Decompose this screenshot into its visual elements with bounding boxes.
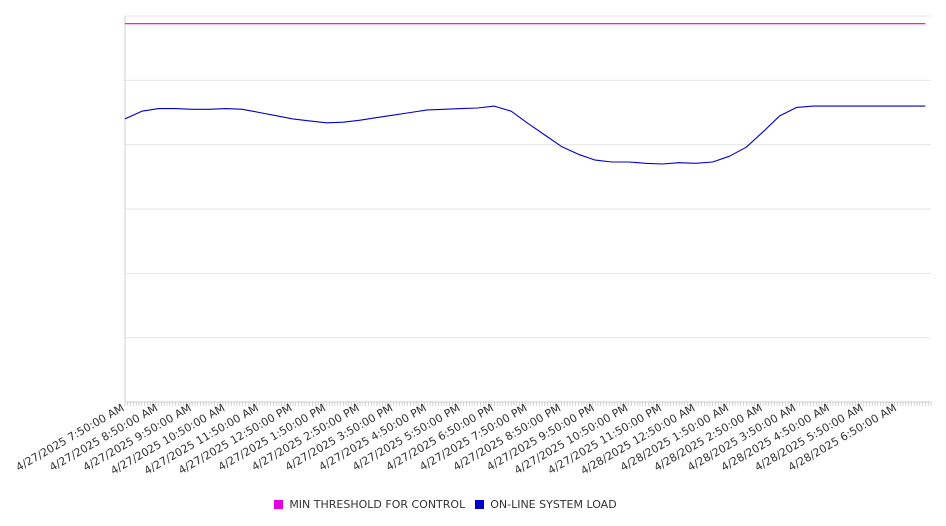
legend-swatch-system-load (475, 500, 485, 509)
legend-label-threshold: MIN THRESHOLD FOR CONTROL (289, 498, 466, 511)
legend-label-system-load: ON-LINE SYSTEM LOAD (490, 498, 617, 511)
x-tick-labels: 4/27/2025 7:50:00 AM4/27/2025 8:50:00 AM… (14, 401, 899, 477)
grid-lines (125, 15, 931, 339)
legend-item-threshold[interactable]: MIN THRESHOLD FOR CONTROL (274, 498, 465, 511)
x-minor-ticks (124, 402, 932, 406)
series-lines (124, 23, 926, 165)
legend: MIN THRESHOLD FOR CONTROL ON-LINE SYSTEM… (0, 498, 891, 511)
legend-item-system-load[interactable]: ON-LINE SYSTEM LOAD (475, 498, 617, 511)
series-line-system-load (124, 105, 926, 165)
legend-swatch-threshold (274, 500, 284, 509)
